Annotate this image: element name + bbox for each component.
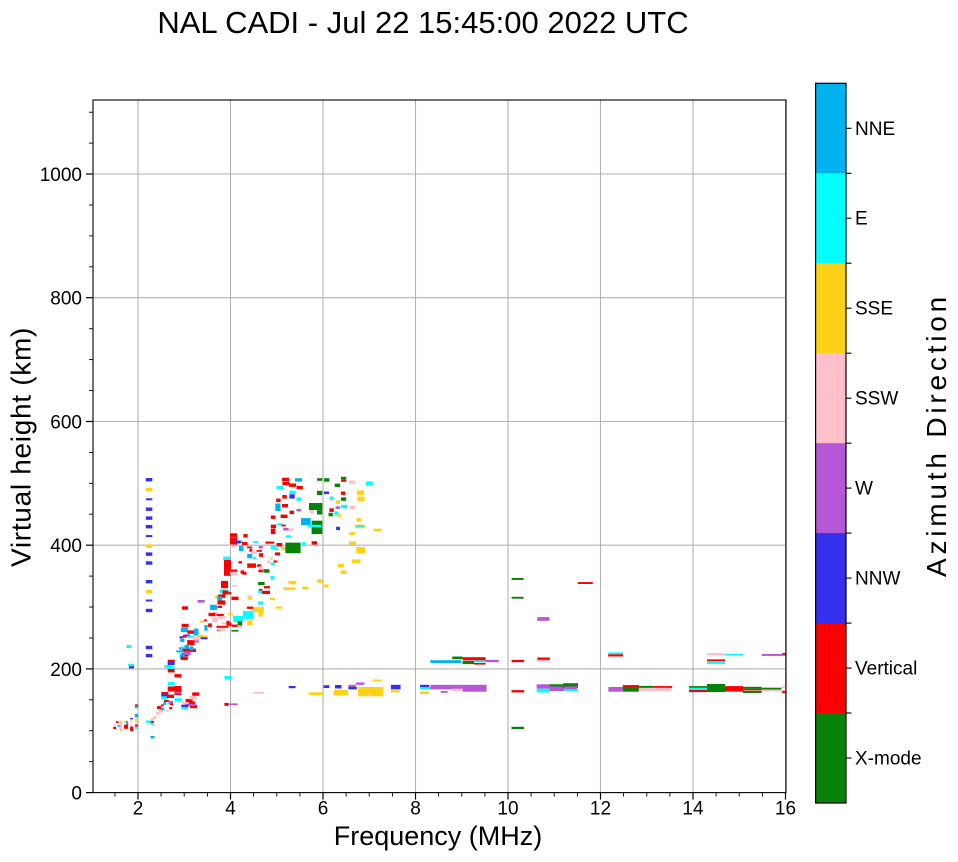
svg-text:2: 2: [133, 799, 144, 820]
svg-text:8: 8: [410, 799, 421, 820]
svg-text:16: 16: [775, 799, 796, 820]
svg-text:NAL CADI - Jul 22 15:45:00 202: NAL CADI - Jul 22 15:45:00 2022 UTC: [157, 5, 688, 40]
svg-text:X-mode: X-mode: [855, 749, 922, 770]
svg-text:10: 10: [497, 799, 518, 820]
svg-text:SSE: SSE: [855, 299, 893, 320]
svg-text:12: 12: [590, 799, 611, 820]
svg-text:200: 200: [50, 660, 82, 681]
svg-text:800: 800: [50, 289, 82, 310]
svg-text:NNW: NNW: [855, 569, 900, 590]
svg-text:1000: 1000: [40, 165, 82, 186]
svg-text:Virtual height (km): Virtual height (km): [6, 327, 37, 567]
svg-text:6: 6: [318, 799, 329, 820]
svg-text:0: 0: [71, 784, 82, 805]
svg-text:14: 14: [682, 799, 704, 820]
svg-text:4: 4: [225, 799, 236, 820]
svg-text:Azimuth Direction: Azimuth Direction: [921, 293, 952, 577]
svg-text:SSW: SSW: [855, 389, 898, 410]
svg-text:Frequency (MHz): Frequency (MHz): [334, 821, 543, 851]
svg-text:NNE: NNE: [855, 119, 895, 140]
svg-text:Vertical: Vertical: [855, 659, 917, 680]
svg-text:400: 400: [50, 536, 82, 557]
svg-text:600: 600: [50, 413, 82, 434]
svg-text:E: E: [855, 209, 868, 230]
svg-text:W: W: [855, 479, 873, 500]
